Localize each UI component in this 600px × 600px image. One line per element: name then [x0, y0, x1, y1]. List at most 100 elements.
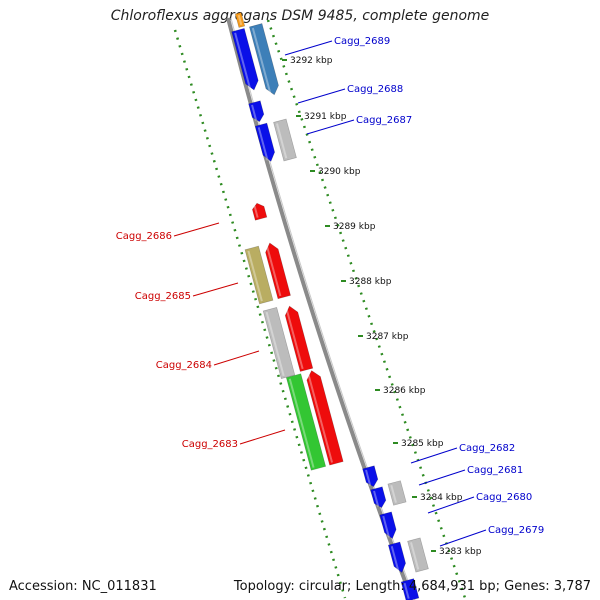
gene-cagg-2681-grey-shape [387, 480, 407, 506]
gene-cagg-2680-shape [379, 511, 397, 540]
gene-cagg-2685-shine [265, 245, 282, 297]
kbp-label: 3288 kbp [349, 277, 392, 287]
gene-bottom-blue-shape [400, 578, 420, 600]
gene-cagg-2686-shape [252, 202, 268, 221]
kbp-label: 3284 kbp [420, 493, 463, 503]
map-title: Chloroflexus aggregans DSM 9485, complet… [110, 8, 490, 24]
gene-cagg-2683 [306, 370, 344, 466]
gene-cagg-2688-shape [248, 100, 265, 123]
gene-leader-line [213, 350, 260, 366]
genome-summary-text: Topology: circular; Length: 4,684,931 bp… [233, 579, 591, 594]
gene-leader-line [173, 222, 220, 237]
right-dotted-line [266, 19, 467, 599]
gene-leader-line [284, 40, 333, 56]
gene-orange-top-shine [237, 14, 243, 26]
kbp-label: 3285 kbp [401, 439, 444, 449]
gene-cagg-2681-shape [370, 486, 387, 509]
left-dotted-line [173, 29, 347, 599]
gene-label: Cagg_2679 [488, 525, 544, 536]
gene-cagg-2686 [252, 202, 268, 221]
kbp-label: 3283 kbp [439, 547, 482, 557]
gene-cagg-2689-a [231, 28, 259, 91]
gene-cagg-2684-shape [284, 305, 314, 372]
gene-cagg-2683-green-shine [288, 378, 315, 468]
gene-cagg-2683-green-shape [285, 373, 327, 471]
gene-cagg-2679-shape [387, 541, 406, 573]
gene-cagg-2685-shape [265, 242, 291, 300]
gene-features [231, 12, 429, 600]
gene-label: Cagg_2681 [467, 465, 523, 476]
gene-orange-top [234, 12, 246, 28]
gene-cagg-2683-green [285, 373, 327, 471]
gene-cagg-2682-shape [362, 465, 379, 488]
gene-leader-line [427, 496, 475, 514]
gene-cagg-2681-grey [387, 480, 407, 506]
kbp-label: 3287 kbp [366, 332, 409, 342]
gene-cagg-2687-b-shine [275, 123, 288, 159]
gene-cagg-2689-b-shape [249, 23, 279, 96]
gene-label: Cagg_2684 [156, 360, 212, 371]
kbp-label: 3291 kbp [304, 112, 347, 122]
gene-leader-line [439, 529, 487, 547]
gene-cagg-2685-olive [244, 245, 274, 305]
gene-label: Cagg_2686 [116, 231, 172, 242]
gene-cagg-2684-shine [285, 308, 304, 370]
gene-cagg-2688-shine [251, 104, 258, 121]
gene-labels: Cagg_2689 Cagg_2688 Cagg_2687 Cagg_2686 Cagg… [116, 36, 545, 536]
gene-label: Cagg_2689 [334, 36, 390, 47]
gene-label: Cagg_2682 [459, 443, 515, 454]
kbp-label: 3292 kbp [290, 56, 333, 66]
gene-cagg-2687-a-shine [257, 127, 269, 161]
gene-cagg-2684 [284, 305, 314, 372]
gene-cagg-2689-b-shine [251, 27, 272, 95]
gene-cagg-2686-shine [253, 205, 259, 218]
gene-leader-line [297, 88, 346, 104]
gene-cagg-2685-olive-shine [247, 250, 263, 302]
gene-cagg-2680-shine [382, 515, 390, 538]
gene-cagg-2685-olive-shape [244, 245, 274, 305]
gene-leader-line [306, 119, 355, 135]
left-tick-track [173, 29, 347, 599]
gene-cagg-2689-a-shine [234, 32, 252, 90]
gene-leader-line [410, 447, 458, 464]
gene-orange-top-shape [234, 12, 246, 28]
gene-cagg-2687-a [254, 122, 275, 162]
gene-cagg-2679-grey-shine [410, 542, 420, 570]
gene-cagg-2685 [265, 242, 291, 300]
gene-label-leaders [173, 40, 487, 547]
gene-cagg-2679-shine [390, 545, 400, 572]
gene-cagg-2682-shine [365, 469, 372, 486]
kbp-label: 3290 kbp [318, 167, 361, 177]
gene-cagg-2689-a-shape [231, 28, 259, 91]
gene-label: Cagg_2680 [476, 492, 532, 503]
gene-cagg-2687-b-shape [273, 118, 297, 162]
gene-cagg-2681-grey-shine [390, 484, 397, 503]
gene-leader-line [239, 429, 286, 445]
gene-cagg-2681 [370, 486, 387, 509]
gene-cagg-2689-b [249, 23, 279, 96]
kbp-labels: 3292 kbp 3291 kbp 3290 kbp 3289 kbp 3288 kbp… [282, 56, 482, 557]
right-tick-track [266, 19, 467, 599]
gene-cagg-2679-grey [407, 537, 429, 573]
gene-cagg-2682 [362, 465, 379, 488]
gene-cagg-2687-b [273, 118, 297, 162]
gene-cagg-2679 [387, 541, 406, 573]
gene-cagg-2688 [248, 100, 265, 123]
gene-leader-line [192, 282, 239, 297]
gene-label: Cagg_2688 [347, 84, 403, 95]
gene-cagg-2683-shape [306, 370, 344, 466]
kbp-label: 3289 kbp [333, 222, 376, 232]
gene-bottom-blue [400, 578, 420, 600]
gene-cagg-2680 [379, 511, 397, 540]
accession-text: Accession: NC_011831 [9, 579, 157, 594]
gene-label: Cagg_2687 [356, 115, 412, 126]
gene-label: Cagg_2685 [135, 291, 191, 302]
gene-leader-line [418, 469, 466, 486]
kbp-label: 3286 kbp [383, 386, 426, 396]
gene-cagg-2684-grey [262, 307, 296, 379]
gene-cagg-2683-shine [307, 373, 334, 463]
gene-cagg-2681-shine [373, 490, 380, 507]
gene-label: Cagg_2683 [182, 439, 238, 450]
gene-cagg-2684-grey-shape [262, 307, 296, 379]
